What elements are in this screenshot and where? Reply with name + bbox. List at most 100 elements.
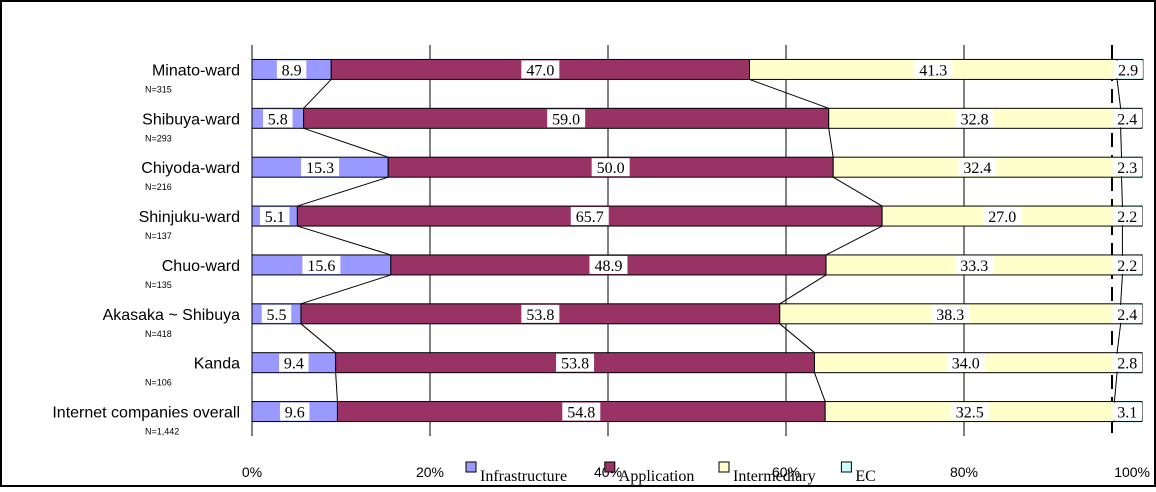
series-line-application	[825, 225, 883, 256]
category-label-shinjuku-ward: Shinjuku-ward	[139, 209, 240, 226]
category-label-minato-ward: Minato-ward	[152, 62, 240, 79]
data-label-bg	[955, 109, 994, 128]
data-label-bg	[562, 402, 601, 421]
category-label-akasaka-shibuya: Akasaka ~ Shibuya	[103, 307, 241, 324]
data-label-bg	[1112, 207, 1142, 226]
series-line-application	[779, 274, 827, 305]
data-label-bg	[946, 353, 985, 372]
legend-swatch-application	[604, 461, 616, 473]
series-line-intermediary	[1116, 79, 1122, 109]
category-label-chuo-ward: Chuo-ward	[162, 258, 240, 275]
data-label-intermediary: 32.5	[956, 405, 984, 422]
data-label-bg	[547, 109, 586, 128]
data-label-bg	[1112, 158, 1142, 177]
data-label-ec: 2.9	[1118, 62, 1138, 79]
series-line-intermediary	[1121, 177, 1123, 207]
data-label-bg	[521, 60, 560, 79]
x-tick-label: 100%	[1114, 464, 1150, 480]
legend-swatch-intermediary	[718, 461, 730, 473]
data-label-infrastructure: 9.4	[284, 356, 304, 373]
category-label-shibuya-ward: Shibuya-ward	[142, 111, 240, 128]
data-label-ec: 2.2	[1117, 209, 1137, 226]
category-label-chiyoda-ward: Chiyoda-ward	[141, 160, 240, 177]
data-label-infrastructure: 5.1	[265, 209, 285, 226]
series-line-application	[779, 323, 815, 354]
data-label-intermediary: 41.3	[919, 62, 947, 79]
data-label-ec: 2.4	[1117, 111, 1137, 128]
data-label-bg	[570, 207, 609, 226]
legend-swatch-infrastructure	[465, 461, 477, 473]
legend-label-ec: EC	[855, 468, 875, 485]
data-label-application: 65.7	[576, 209, 604, 226]
series-line-infrastructure	[297, 225, 391, 256]
data-label-bg	[301, 158, 340, 177]
legend: Infrastructure Application Intermediary EC	[465, 461, 876, 485]
data-label-bg	[261, 304, 292, 323]
data-label-bg	[1112, 402, 1142, 421]
series-line-intermediary	[1120, 274, 1123, 304]
data-label-application: 53.8	[526, 307, 554, 324]
data-label-infrastructure: 15.6	[307, 258, 335, 275]
data-label-ec: 2.4	[1117, 307, 1137, 324]
category-axis: Minato-ward N=315 Shibuya-ward N=293 Chiyoda…	[52, 62, 240, 436]
data-label-infrastructure: 5.8	[268, 111, 288, 128]
data-label-intermediary: 27.0	[988, 209, 1016, 226]
series-line-infrastructure	[303, 79, 332, 109]
data-label-ec: 2.2	[1117, 258, 1137, 275]
category-label-kanda: Kanda	[194, 356, 240, 373]
sample-size-label: N=216	[145, 182, 172, 192]
data-label-application: 53.8	[561, 356, 589, 373]
data-label-ec: 2.3	[1117, 160, 1137, 177]
series-line-infrastructure	[300, 274, 391, 305]
series-line-application	[814, 372, 826, 402]
data-label-bg	[983, 207, 1022, 226]
series-line-application	[749, 78, 829, 109]
series-lines	[297, 78, 1123, 402]
series-line-intermediary	[1116, 323, 1122, 353]
data-label-application: 59.0	[552, 111, 580, 128]
series-line-infrastructure	[335, 372, 338, 402]
legend-swatch-ec	[840, 461, 852, 473]
series-line-infrastructure	[300, 323, 336, 354]
x-tick-label: 80%	[950, 464, 978, 480]
sample-size-label: N=1,442	[145, 427, 179, 437]
data-label-bg	[955, 255, 994, 274]
series-line-infrastructure	[297, 176, 389, 207]
sample-size-label: N=106	[145, 378, 172, 388]
data-label-application: 54.8	[567, 405, 595, 422]
data-label-bg	[1113, 60, 1143, 79]
data-label-bg	[279, 353, 309, 372]
x-tick-label: 20%	[416, 464, 444, 480]
data-label-bg	[302, 255, 341, 274]
data-label-ec: 3.1	[1117, 405, 1137, 422]
data-labels: 8.9 47.0 41.3 2.9 5.8 59.0 32.8 2.4 15.3 50.0 32.4…	[259, 60, 1143, 422]
data-label-infrastructure: 9.6	[285, 405, 305, 422]
series-line-intermediary	[1120, 128, 1123, 158]
data-label-bg	[1112, 255, 1142, 274]
data-label-bg	[263, 109, 293, 128]
sample-size-label: N=418	[145, 329, 172, 339]
data-label-intermediary: 32.4	[963, 160, 991, 177]
category-label-internet-companies-overall: Internet companies overall	[52, 405, 240, 422]
data-label-infrastructure: 5.5	[266, 307, 286, 324]
data-label-bg	[521, 304, 560, 323]
data-label-application: 48.9	[594, 258, 622, 275]
sample-size-label: N=135	[145, 280, 172, 290]
series-line-intermediary	[1113, 372, 1118, 402]
data-label-bg	[276, 60, 307, 79]
sample-size-label: N=293	[145, 133, 172, 143]
sample-size-label: N=315	[145, 84, 172, 94]
series-line-application	[828, 128, 834, 158]
data-label-intermediary: 34.0	[952, 356, 980, 373]
data-label-bg	[556, 353, 595, 372]
data-label-bg	[259, 207, 290, 226]
data-label-bg	[931, 304, 970, 323]
legend-label-application: Application	[619, 468, 695, 485]
data-label-bg	[1112, 304, 1142, 323]
data-label-bg	[279, 402, 310, 421]
data-label-bg	[950, 402, 989, 421]
data-label-intermediary: 32.8	[961, 111, 989, 128]
legend-label-intermediary: Intermediary	[733, 468, 816, 485]
